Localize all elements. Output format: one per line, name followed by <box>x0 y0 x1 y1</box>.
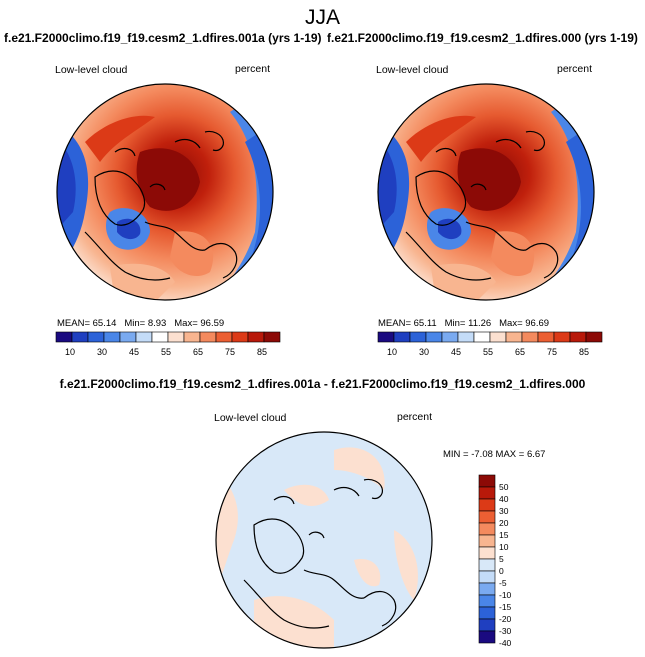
diff-colorbar-swatch <box>478 618 496 632</box>
left-colorbar-swatch <box>87 331 105 343</box>
diff-colorbar-tick-label: 0 <box>499 566 504 576</box>
left-colorbar-swatch <box>71 331 89 343</box>
right-colorbar-swatch <box>521 331 539 343</box>
left-mean: MEAN= 65.14 <box>57 318 117 329</box>
left-colorbar-tick-label: 65 <box>193 347 203 357</box>
right-max: Max= 96.69 <box>499 318 550 329</box>
left-variable-label: Low-level cloud <box>55 64 128 76</box>
right-colorbar-tick-label: 30 <box>419 347 429 357</box>
left-colorbar-swatch <box>183 331 201 343</box>
right-colorbar-swatch <box>425 331 443 343</box>
diff-variable-label: Low-level cloud <box>214 412 287 424</box>
right-units-label: percent <box>557 63 593 75</box>
diff-colorbar-tick-label: 5 <box>499 554 504 564</box>
left-colorbar-swatch <box>135 331 153 343</box>
diff-colorbar-swatch <box>478 486 496 500</box>
right-case-title: f.e21.F2000climo.f19_f19.cesm2_1.dfires.… <box>327 31 638 45</box>
figure-title: JJA <box>304 6 340 29</box>
diff-colorbar-tick-label: -30 <box>499 626 512 636</box>
diff-minmax: MIN = -7.08 MAX = 6.67 <box>443 449 546 460</box>
right-variable-label: Low-level cloud <box>376 64 449 76</box>
diff-colorbar-tick-label: -5 <box>499 578 507 588</box>
right-colorbar-swatch <box>505 331 523 343</box>
left-colorbar-swatch <box>103 331 121 343</box>
right-polar-map <box>377 83 595 301</box>
diff-colorbar-swatch <box>478 498 496 512</box>
diff-colorbar-tick-label: -40 <box>499 638 512 648</box>
diff-colorbar-swatch <box>478 558 496 572</box>
diff-colorbar-swatch <box>478 546 496 560</box>
diff-polar-map <box>215 431 433 649</box>
left-max: Max= 96.59 <box>174 318 225 329</box>
diff-colorbar-swatch <box>478 510 496 524</box>
left-colorbar-tick-label: 45 <box>129 347 139 357</box>
diff-colorbar-swatch <box>478 570 496 584</box>
right-colorbar-swatch <box>409 331 427 343</box>
right-colorbar: 1030455565758595 <box>377 331 603 357</box>
left-colorbar-tick-label: 55 <box>161 347 171 357</box>
diff-colorbar-tick-label: 40 <box>499 494 509 504</box>
diff-colorbar-tick-label: 30 <box>499 506 509 516</box>
left-colorbar-tick-label: 10 <box>65 347 75 357</box>
left-min: Min= 8.93 <box>124 318 167 329</box>
right-colorbar-swatch <box>377 331 395 343</box>
right-colorbar-tick-label: 10 <box>387 347 397 357</box>
left-colorbar: 1030455565758595 <box>55 331 281 357</box>
diff-colorbar-tick-label: 50 <box>499 482 509 492</box>
left-polar-map <box>56 83 274 301</box>
diff-colorbar-swatch <box>478 522 496 536</box>
diff-colorbar-swatch <box>478 594 496 608</box>
right-colorbar-tick-label: 75 <box>547 347 557 357</box>
diff-colorbar-tick-label: -10 <box>499 590 512 600</box>
left-units-label: percent <box>235 63 271 75</box>
diff-title: f.e21.F2000climo.f19_f19.cesm2_1.dfires.… <box>59 377 586 391</box>
diff-colorbar-tick-label: -15 <box>499 602 512 612</box>
diff-colorbar-tick-label: -50 <box>499 650 512 652</box>
right-colorbar-swatch <box>393 331 411 343</box>
left-colorbar-tick-label: 85 <box>257 347 267 357</box>
diff-colorbar-swatch <box>478 582 496 596</box>
left-colorbar-swatch <box>119 331 137 343</box>
left-stats: MEAN= 65.14 Min= 8.93 Max= 96.59 <box>57 318 224 329</box>
right-colorbar-tick-label: 55 <box>483 347 493 357</box>
right-colorbar-tick-label: 85 <box>579 347 589 357</box>
right-min: Min= 11.26 <box>444 318 492 329</box>
right-colorbar-swatch <box>457 331 475 343</box>
right-colorbar-swatch <box>569 331 587 343</box>
right-stats: MEAN= 65.11 Min= 11.26 Max= 96.69 <box>378 318 549 329</box>
left-colorbar-swatch <box>167 331 185 343</box>
diff-colorbar-tick-label: 20 <box>499 518 509 528</box>
left-colorbar-swatch <box>151 331 169 343</box>
left-colorbar-swatch <box>231 331 249 343</box>
right-colorbar-swatch <box>553 331 571 343</box>
diff-colorbar-swatch <box>478 474 496 488</box>
diff-colorbar-tick-label: 10 <box>499 542 509 552</box>
diff-units-label: percent <box>397 411 433 423</box>
right-colorbar-swatch <box>473 331 491 343</box>
right-colorbar-swatch <box>441 331 459 343</box>
diff-colorbar-swatch <box>478 534 496 548</box>
diff-colorbar-tick-label: -20 <box>499 614 512 624</box>
left-colorbar-swatch <box>247 331 265 343</box>
right-colorbar-tick-label: 65 <box>515 347 525 357</box>
left-case-title: f.e21.F2000climo.f19_f19.cesm2_1.dfires.… <box>4 31 322 45</box>
right-mean: MEAN= 65.11 <box>378 318 437 329</box>
diff-colorbar-tick-label: 15 <box>499 530 509 540</box>
left-colorbar-swatch <box>215 331 233 343</box>
left-colorbar-swatch <box>263 331 281 343</box>
right-colorbar-swatch <box>537 331 555 343</box>
right-colorbar-swatch <box>489 331 507 343</box>
left-colorbar-swatch <box>199 331 217 343</box>
right-colorbar-swatch <box>585 331 603 343</box>
right-colorbar-tick-label: 45 <box>451 347 461 357</box>
left-colorbar-tick-label: 30 <box>97 347 107 357</box>
diff-colorbar-swatch <box>478 606 496 620</box>
left-colorbar-swatch <box>55 331 73 343</box>
diff-colorbar-swatch <box>478 630 496 644</box>
left-colorbar-tick-label: 75 <box>225 347 235 357</box>
